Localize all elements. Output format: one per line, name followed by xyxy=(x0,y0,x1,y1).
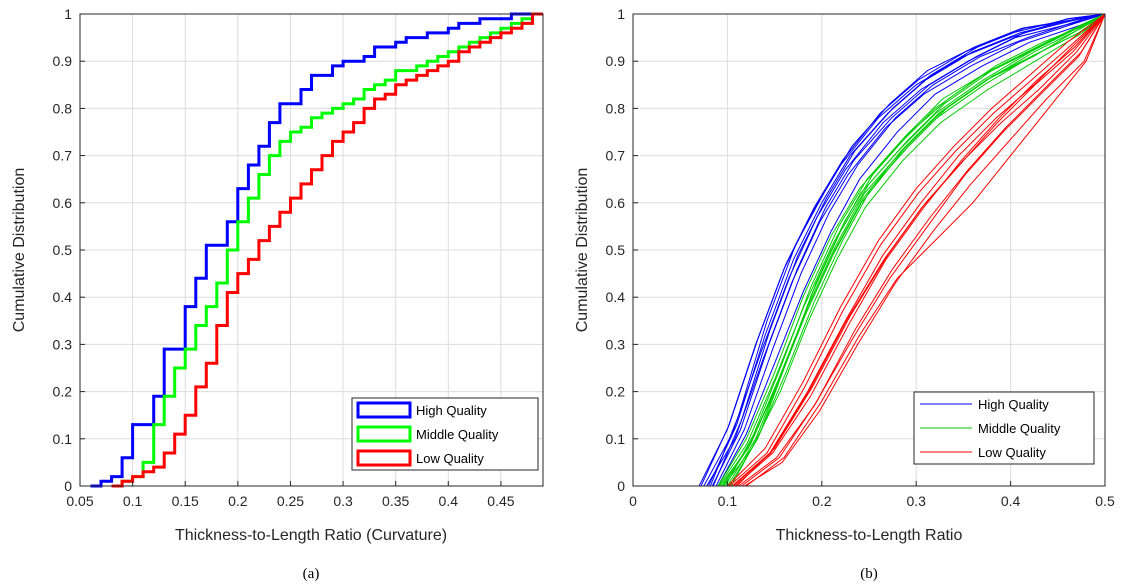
x-tick-label: 0.05 xyxy=(66,493,93,509)
y-tick-label: 0.2 xyxy=(53,384,73,400)
y-tick-label: 0.7 xyxy=(606,148,626,164)
caption-b: (b) xyxy=(860,566,878,582)
y-tick-label: 1 xyxy=(617,6,625,22)
cdf-curve-low-quality xyxy=(744,13,1106,487)
cdf-curve-middle-quality xyxy=(718,13,1106,487)
y-tick-label: 1 xyxy=(64,6,72,22)
y-tick-label: 0.3 xyxy=(606,336,626,352)
y-tick-label: 0.7 xyxy=(53,148,73,164)
x-tick-label: 0.3 xyxy=(333,493,353,509)
x-axis-label-b: Thickness-to-Length Ratio xyxy=(776,527,963,544)
x-tick-label: 0.3 xyxy=(906,493,926,509)
cdf-curve-middle-quality xyxy=(722,13,1106,487)
ticks-b: 0 0.1 0.2 0.3 0.4 0.5 0 0.1 0.2 0.3 0.4 0.5 0.6 0.7 0.… xyxy=(606,6,1115,509)
cdf-curve-high-quality xyxy=(711,13,1106,487)
y-tick-label: 0.1 xyxy=(53,431,73,447)
panel-a: 0.05 0.1 0.15 0.2 0.25 0.3 0.35 0.4 0.45 0 0.1 0.2 0… xyxy=(11,6,544,544)
cdf-line-middle-quality xyxy=(111,12,543,488)
caption-a: (a) xyxy=(303,566,320,582)
legend-box xyxy=(351,397,539,471)
cdf-curve-low-quality xyxy=(728,13,1106,487)
legend-swatch xyxy=(356,425,412,443)
legend-entry: Middle Quality xyxy=(978,421,1061,436)
y-tick-label: 0.4 xyxy=(53,289,73,305)
legend-entry: Low Quality xyxy=(416,451,484,466)
y-tick-label: 0.2 xyxy=(606,384,626,400)
series-a xyxy=(90,12,543,488)
cdf-curve-middle-quality xyxy=(723,13,1106,487)
cdf-curve-high-quality xyxy=(700,13,1106,487)
cdf-curve-low-quality xyxy=(745,13,1106,487)
y-tick-label: 0.6 xyxy=(606,195,626,211)
x-tick-label: 0.15 xyxy=(172,493,199,509)
cdf-curve-low-quality xyxy=(731,13,1106,487)
cdf-curve-middle-quality xyxy=(725,13,1106,487)
x-axis-label-a: Thickness-to-Length Ratio (Curvature) xyxy=(175,527,447,544)
cdf-curve-middle-quality xyxy=(730,13,1106,487)
x-tick-label: 0.4 xyxy=(439,493,459,509)
y-tick-label: 0.8 xyxy=(53,100,73,116)
legend-swatch xyxy=(356,449,412,467)
legend-b: High Quality Middle Quality Low Quality xyxy=(913,391,1095,465)
cdf-line-low-quality xyxy=(111,12,543,488)
legend-entry: Middle Quality xyxy=(416,427,499,442)
y-tick-label: 0.9 xyxy=(606,53,626,69)
cdf-curve-low-quality xyxy=(734,13,1106,487)
x-tick-label: 0.2 xyxy=(228,493,248,509)
y-tick-label: 0 xyxy=(617,478,625,494)
legend-swatch xyxy=(356,401,412,419)
panel-b: 0 0.1 0.2 0.3 0.4 0.5 0 0.1 0.2 0.3 0.4 0.5 0.6 0.7 0.… xyxy=(574,6,1115,544)
y-tick-label: 0.1 xyxy=(606,431,626,447)
cdf-curve-high-quality xyxy=(706,13,1106,487)
legend-entry: High Quality xyxy=(978,397,1049,412)
cdf-curve-high-quality xyxy=(715,13,1106,487)
y-tick-label: 0.4 xyxy=(606,289,626,305)
y-tick-label: 0.5 xyxy=(606,242,626,258)
y-axis-label-a: Cumulative Distribution xyxy=(11,168,28,333)
x-tick-label: 0.35 xyxy=(382,493,409,509)
x-tick-label: 0.1 xyxy=(123,493,143,509)
x-tick-label: 0.25 xyxy=(277,493,304,509)
y-tick-label: 0.3 xyxy=(53,336,73,352)
cdf-curve-low-quality xyxy=(727,13,1106,487)
series-b xyxy=(698,13,1106,487)
cdf-curve-middle-quality xyxy=(728,13,1106,487)
legend-entry: Low Quality xyxy=(978,445,1046,460)
cdf-curve-low-quality xyxy=(732,13,1106,487)
x-tick-label: 0.5 xyxy=(1095,493,1115,509)
x-tick-label: 0.2 xyxy=(812,493,832,509)
x-tick-label: 0.4 xyxy=(1001,493,1021,509)
y-tick-label: 0 xyxy=(64,478,72,494)
y-tick-label: 0.5 xyxy=(53,242,73,258)
y-tick-label: 0.8 xyxy=(606,100,626,116)
legend-entry: High Quality xyxy=(416,403,487,418)
x-tick-label: 0 xyxy=(629,493,637,509)
y-tick-label: 0.6 xyxy=(53,195,73,211)
ticks-a: 0.05 0.1 0.15 0.2 0.25 0.3 0.35 0.4 0.45 0 0.1 0.2 0… xyxy=(53,6,515,509)
cdf-curve-high-quality xyxy=(717,13,1106,487)
y-tick-label: 0.9 xyxy=(53,53,73,69)
cdf-curve-low-quality xyxy=(738,13,1106,487)
cdf-line-high-quality xyxy=(90,12,543,488)
cdf-curve-high-quality xyxy=(703,13,1106,487)
x-tick-label: 0.45 xyxy=(487,493,514,509)
x-tick-label: 0.1 xyxy=(718,493,738,509)
y-axis-label-b: Cumulative Distribution xyxy=(574,168,591,333)
legend-a: High Quality Middle Quality Low Quality xyxy=(351,397,539,471)
